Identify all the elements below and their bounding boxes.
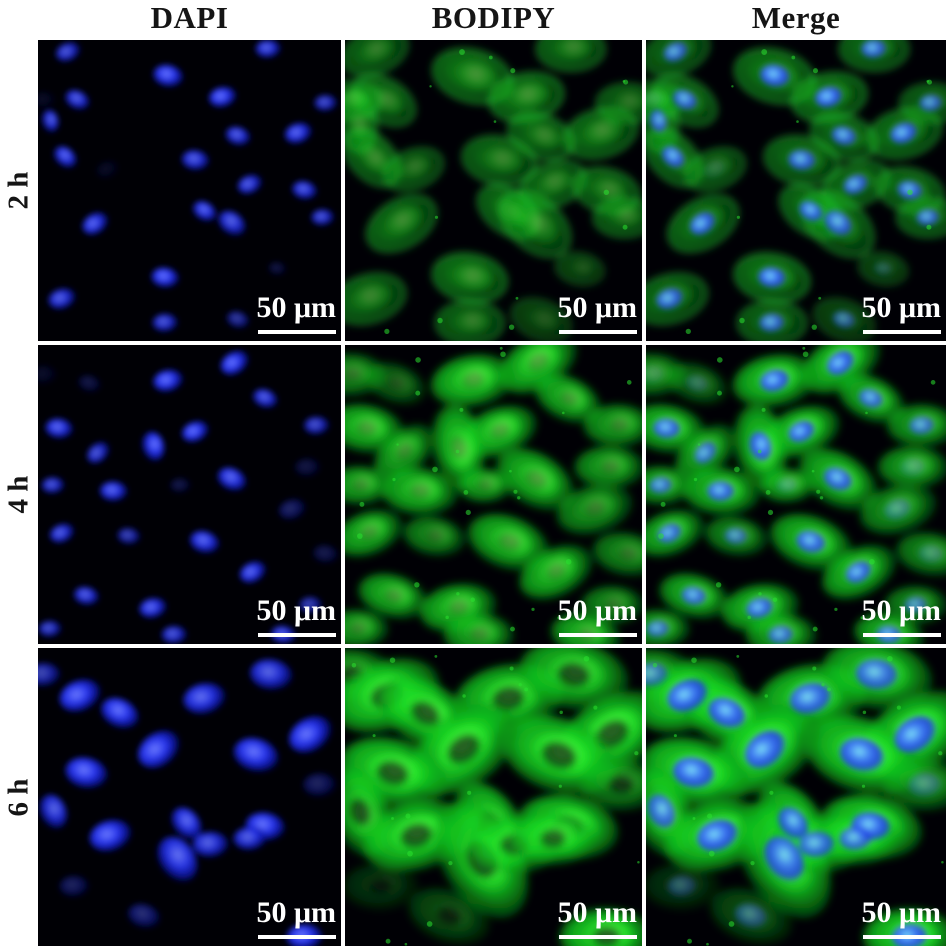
panel-2h-dapi: 50 μm xyxy=(38,40,341,341)
scale-bar-line xyxy=(258,935,336,939)
scale-bar: 50 μm xyxy=(861,896,942,942)
scale-bar-line xyxy=(863,935,941,939)
panel-2h-bodipy: 50 μm xyxy=(345,40,642,341)
row-label-4h: 4 h xyxy=(0,345,38,644)
row-label-4h-text: 4 h xyxy=(2,475,35,514)
row-label-6h: 6 h xyxy=(0,648,38,946)
scale-bar: 50 μm xyxy=(557,594,638,640)
scale-bar-line xyxy=(863,633,941,637)
panel-art xyxy=(345,345,642,644)
row-label-6h-text: 6 h xyxy=(2,778,35,816)
scale-bar: 50 μm xyxy=(256,291,337,337)
scale-bar-label: 50 μm xyxy=(861,291,942,324)
panel-art xyxy=(38,345,341,644)
scale-bar-label: 50 μm xyxy=(861,896,942,929)
column-header-merge: Merge xyxy=(751,0,841,35)
column-header-bodipy: BODIPY xyxy=(431,0,556,35)
scale-bar-line xyxy=(863,330,941,334)
scale-bar: 50 μm xyxy=(256,594,337,640)
panel-4h-dapi: 50 μm xyxy=(38,345,341,644)
scale-bar-label: 50 μm xyxy=(557,594,638,627)
panel-2h-merge: 50 μm xyxy=(646,40,946,341)
scale-bar-line xyxy=(559,935,637,939)
panel-6h-bodipy: 50 μm xyxy=(345,648,642,946)
scale-bar-label: 50 μm xyxy=(256,896,337,929)
panel-6h-dapi: 50 μm xyxy=(38,648,341,946)
row-label-2h: 2 h xyxy=(0,40,38,341)
scale-bar-label: 50 μm xyxy=(256,291,337,324)
scale-bar-line xyxy=(258,633,336,637)
panel-art xyxy=(38,648,341,946)
scale-bar: 50 μm xyxy=(256,896,337,942)
scale-bar: 50 μm xyxy=(861,594,942,640)
panel-6h-merge: 50 μm xyxy=(646,648,946,946)
scale-bar-label: 50 μm xyxy=(861,594,942,627)
column-header-dapi: DAPI xyxy=(150,0,229,35)
panel-4h-bodipy: 50 μm xyxy=(345,345,642,644)
scale-bar-label: 50 μm xyxy=(557,896,638,929)
scale-bar-line xyxy=(559,633,637,637)
panel-art xyxy=(646,648,946,946)
panel-art xyxy=(345,648,642,946)
panel-art xyxy=(38,40,341,341)
panel-art xyxy=(646,345,946,644)
scale-bar-label: 50 μm xyxy=(256,594,337,627)
row-label-2h-text: 2 h xyxy=(2,171,35,210)
panel-4h-merge: 50 μm xyxy=(646,345,946,644)
scale-bar: 50 μm xyxy=(557,291,638,337)
panel-art xyxy=(646,40,946,341)
panel-art xyxy=(345,40,642,341)
scale-bar-line xyxy=(559,330,637,334)
scale-bar-line xyxy=(258,330,336,334)
scale-bar: 50 μm xyxy=(861,291,942,337)
scale-bar: 50 μm xyxy=(557,896,638,942)
scale-bar-label: 50 μm xyxy=(557,291,638,324)
